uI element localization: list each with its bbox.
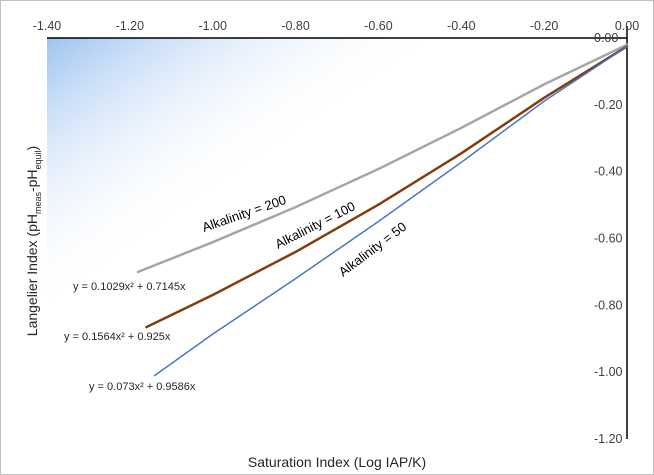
y-tick-label: -0.60 — [594, 232, 623, 246]
x-axis-title: Saturation Index (Log IAP/K) — [248, 454, 426, 470]
x-tick-label: -1.20 — [116, 19, 145, 33]
series-line-alk100 — [145, 45, 629, 329]
equation-alk200: y = 0.1029x² + 0.7145x — [73, 281, 186, 293]
y-tick-label: -0.40 — [594, 165, 623, 179]
y-axis-title-sub-equil: equil — [33, 150, 43, 169]
equation-alk50: y = 0.073x² + 0.9586x — [89, 381, 196, 393]
series-lines — [136, 43, 629, 377]
y-axis-title-mid: -pH — [24, 169, 40, 192]
x-tick-labels: -1.40 -1.20 -1.00 -0.80 -0.60 -0.40 -0.20 0.00 — [33, 19, 639, 33]
x-tick-label: 0.00 — [615, 19, 639, 33]
y-axis-title-main: Langelier Index (pH — [24, 214, 40, 336]
y-tick-labels: 0.00 -0.20 -0.40 -0.60 -0.80 -1.00 -1.20 — [594, 31, 623, 446]
x-tick-label: -0.60 — [364, 19, 393, 33]
y-tick-label: -0.80 — [594, 298, 623, 312]
y-tick-label: -1.20 — [594, 432, 623, 446]
series-line-alk50 — [153, 45, 628, 377]
x-tick-label: -0.40 — [447, 19, 476, 33]
equation-alk100: y = 0.1564x² + 0.925x — [64, 331, 171, 343]
y-axis-title-end: ) — [24, 146, 40, 151]
x-tick-label: -0.20 — [530, 19, 559, 33]
y-axis-title: Langelier Index (pHmeas-pHequil) — [24, 146, 43, 336]
y-tick-label: -1.00 — [594, 365, 623, 379]
x-tick-label: -1.40 — [33, 19, 62, 33]
plot-background — [47, 38, 627, 439]
x-tick-label: -1.00 — [198, 19, 227, 33]
y-axis-title-sub-meas: meas — [33, 192, 43, 215]
y-tick-label: 0.00 — [594, 31, 618, 45]
y-tick-label: -0.20 — [594, 98, 623, 112]
series-line-alk200 — [136, 43, 629, 274]
x-tick-label: -0.80 — [281, 19, 310, 33]
